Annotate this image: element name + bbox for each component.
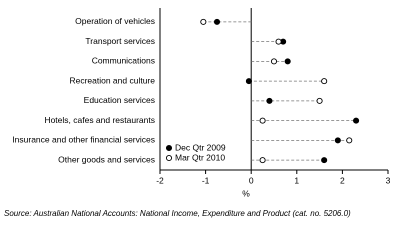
x-tick-label: -2 [156,175,164,185]
dot [284,58,291,65]
dot [334,137,341,144]
dot [275,38,282,45]
category-label: Hotels, cafes and restaurants [44,115,155,125]
dot [259,117,266,124]
category-label: Education services [84,95,155,105]
x-tick-label: 0 [249,175,254,185]
source-note: Source: Australian National Accounts: Na… [4,209,351,218]
dot [321,157,328,164]
dot [270,58,278,65]
dot [259,157,266,164]
legend-label: Mar Qtr 2010 [175,152,225,162]
x-tick-label: 1 [294,175,299,185]
x-tick-label: 3 [386,175,391,185]
x-tick-label: 2 [340,175,345,185]
dot [353,117,360,124]
dot [321,78,328,85]
chart: % Source: Australian National Accounts: … [4,8,391,218]
category-label: Recreation and culture [69,75,155,85]
dot [346,137,353,144]
x-tick-label: -1 [202,175,210,185]
x-axis-label: % [242,188,250,198]
category-label: Communications [92,56,155,66]
dot [245,78,252,85]
category-label: Insurance and other financial services [12,135,155,145]
category-label: Transport services [85,36,155,46]
legend-marker [165,154,173,162]
dot [316,97,323,104]
category-label: Operation of vehicles [75,16,155,26]
legend-label: Dec Qtr 2009 [175,142,226,152]
dot [213,18,221,25]
dot [266,97,273,104]
dot [200,18,207,25]
legend-marker [165,144,173,152]
category-label: Other goods and services [58,154,155,164]
